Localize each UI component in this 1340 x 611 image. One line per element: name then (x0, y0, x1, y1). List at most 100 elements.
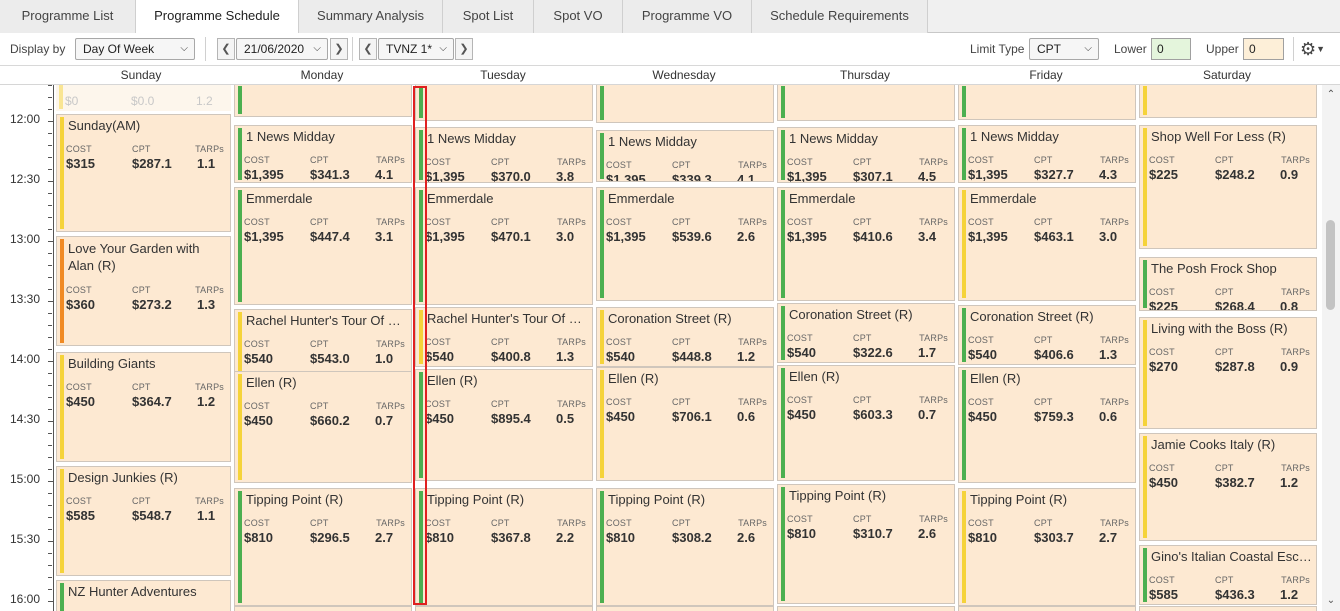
programme-block-partial[interactable] (1139, 85, 1317, 118)
tarps-value: 0.7 (375, 413, 394, 428)
programme-title: Living with the Boss (R) (1151, 321, 1288, 336)
tab-spot-vo[interactable]: Spot VO (534, 0, 623, 33)
channel-select[interactable]: TVNZ 1* ⌵ (378, 38, 454, 60)
programme-block[interactable]: Living with the Boss (R) COST $270 CPT $287.… (1139, 317, 1317, 429)
programme-block[interactable]: Ellen (R) COST $450 CPT $706.1 TARPs 0.6 (596, 367, 774, 481)
scroll-thumb[interactable] (1326, 220, 1335, 310)
programme-block[interactable]: Gino's Italian Coastal Esca... COST $585 CP… (1139, 545, 1317, 605)
partial-tarps-value: 1.2 (196, 94, 213, 108)
lower-input[interactable]: 0 (1151, 38, 1191, 60)
programme-block[interactable]: Emmerdale COST $1,395 CPT $470.1 TARPs 3.0 (415, 187, 593, 305)
programme-block-partial[interactable] (958, 85, 1136, 120)
programme-block-partial[interactable] (415, 85, 593, 121)
cost-value: $585 (66, 508, 95, 523)
programme-block[interactable]: NZ Hunter Adventures (56, 580, 231, 611)
programme-title: Building Giants (68, 356, 156, 371)
programme-block[interactable]: Design Junkies (R) COST $585 CPT $548.7 TARPs… (56, 466, 231, 576)
tarps-label: TARPs (919, 333, 948, 343)
programme-block-partial[interactable] (596, 85, 774, 123)
sunday-partial-block[interactable]: $0 $0.0 1.2 (56, 85, 231, 111)
tarps-label: TARPs (557, 399, 586, 409)
programme-block[interactable]: Emmerdale COST $1,395 CPT $410.6 TARPs 3.4 (777, 187, 955, 301)
programme-block[interactable]: Emmerdale COST $1,395 CPT $447.4 TARPs 3.1 (234, 187, 412, 305)
display-by-select[interactable]: Day Of Week ⌵ (75, 38, 195, 60)
programme-block-partial[interactable] (958, 606, 1136, 611)
cost-value: $450 (425, 411, 454, 426)
prev-date-button[interactable]: ❮ (217, 38, 235, 60)
programme-block[interactable]: Tipping Point (R) COST $810 CPT $303.7 TARPs 2… (958, 488, 1136, 606)
time-tick (48, 505, 52, 506)
programme-block[interactable]: Emmerdale COST $1,395 CPT $463.1 TARPs 3.0 (958, 187, 1136, 301)
cpt-label: CPT (132, 496, 151, 506)
programme-block[interactable]: 1 News Midday COST $1,395 CPT $341.3 TARPs 4.1 (234, 125, 412, 183)
time-tick (48, 517, 52, 518)
programme-block[interactable]: Coronation Street (R) COST $540 CPT $448.8 TA… (596, 307, 774, 367)
upper-input[interactable]: 0 (1243, 38, 1284, 60)
tab-programme-vo[interactable]: Programme VO (623, 0, 752, 33)
programme-block[interactable]: 1 News Midday COST $1,395 CPT $327.7 TARPs 4.3 (958, 125, 1136, 183)
programme-block[interactable]: Coronation Street (R) COST $540 CPT $322.6 TA… (777, 303, 955, 363)
programme-block-partial[interactable] (234, 85, 412, 117)
programme-block[interactable]: Tipping Point (R) COST $810 CPT $296.5 TARPs 2… (234, 488, 412, 606)
programme-block[interactable]: Tipping Point (R) COST $810 CPT $310.7 TARPs 2… (777, 484, 955, 604)
programme-block[interactable]: Building Giants COST $450 CPT $364.7 TARPs 1.2 (56, 352, 231, 462)
status-stripe (419, 190, 423, 302)
programme-block-partial[interactable] (415, 606, 593, 611)
cost-label: COST (244, 217, 270, 227)
next-channel-button[interactable]: ❯ (455, 38, 473, 60)
time-tick (48, 421, 54, 422)
programme-block[interactable]: Ellen (R) COST $450 CPT $759.3 TARPs 0.6 (958, 367, 1136, 483)
programme-block[interactable]: Love Your Garden with Alan (R) COST $360 CP… (56, 236, 231, 346)
date-picker[interactable]: 21/06/2020 ⌵ (236, 38, 328, 60)
tab-spot-list[interactable]: Spot List (443, 0, 534, 33)
settings-button[interactable]: ⚙▼ (1300, 37, 1334, 61)
programme-block[interactable]: Ellen (R) COST $450 CPT $895.4 TARPs 0.5 (415, 369, 593, 481)
programme-block[interactable]: Tipping Point (R) COST $810 CPT $367.8 TARPs 2… (415, 488, 593, 606)
programme-block[interactable]: Ellen (R) COST $450 CPT $660.2 TARPs 0.7 (234, 371, 412, 483)
programme-block[interactable]: 1 News Midday COST $1,395 CPT $370.0 TARPs 3.8 (415, 127, 593, 183)
programme-block[interactable]: Jamie Cooks Italy (R) COST $450 CPT $382.7 TA… (1139, 433, 1317, 541)
programme-block[interactable]: Coronation Street (R) COST $540 CPT $406.6 TA… (958, 305, 1136, 365)
programme-block-partial[interactable] (777, 606, 955, 611)
tarps-label: TARPs (1100, 335, 1129, 345)
tarps-label: TARPs (738, 397, 767, 407)
programme-block[interactable]: Ellen (R) COST $450 CPT $603.3 TARPs 0.7 (777, 365, 955, 481)
programme-block[interactable]: Emmerdale COST $1,395 CPT $539.6 TARPs 2.6 (596, 187, 774, 301)
programme-block-partial[interactable] (1139, 606, 1317, 611)
scroll-up-icon[interactable]: ⌃ (1326, 89, 1336, 100)
time-tick (48, 253, 52, 254)
tarps-label: TARPs (738, 217, 767, 227)
programme-block[interactable]: Shop Well For Less (R) COST $225 CPT $248.2 T… (1139, 125, 1317, 249)
tarps-value: 1.2 (1280, 475, 1299, 490)
tab-programme-schedule[interactable]: Programme Schedule (135, 0, 299, 34)
programme-block-partial[interactable] (596, 606, 774, 611)
time-label: 12:30 (10, 172, 41, 186)
tab-programme-list[interactable]: Programme List (0, 0, 136, 33)
tarps-value: 3.1 (375, 229, 394, 244)
status-stripe (60, 239, 64, 343)
tarps-label: TARPs (195, 285, 224, 295)
tab-summary-analysis[interactable]: Summary Analysis (299, 0, 443, 33)
programme-block[interactable]: 1 News Midday COST $1,395 CPT $307.1 TARPs 4.5 (777, 127, 955, 183)
programme-title: Ellen (R) (789, 369, 840, 384)
programme-title: Coronation Street (R) (970, 309, 1094, 324)
vertical-scrollbar[interactable]: ⌃ ⌄ (1322, 85, 1340, 611)
time-tick (48, 541, 54, 542)
programme-block[interactable]: 1 News Midday COST $1,395 CPT $339.3 TARPs 4.1 (596, 130, 774, 182)
next-date-button[interactable]: ❯ (330, 38, 348, 60)
programme-block[interactable]: The Posh Frock Shop COST $225 CPT $268.4 TARP… (1139, 257, 1317, 311)
prev-channel-button[interactable]: ❮ (359, 38, 377, 60)
scroll-down-icon[interactable]: ⌄ (1326, 595, 1336, 606)
programme-block[interactable]: Tipping Point (R) COST $810 CPT $308.2 TARPs 2… (596, 488, 774, 606)
programme-title: Tipping Point (R) (789, 488, 887, 503)
programme-block[interactable]: Sunday(AM) COST $315 CPT $287.1 TARPs 1.1 (56, 114, 231, 232)
cpt-label: CPT (672, 217, 691, 227)
tab-schedule-requirements[interactable]: Schedule Requirements (752, 0, 928, 33)
programme-block-partial[interactable] (234, 606, 412, 611)
chevron-down-icon: ⌵ (439, 43, 447, 54)
tarps-label: TARPs (1281, 287, 1310, 297)
programme-block-partial[interactable] (777, 85, 955, 121)
cost-value: $1,395 (968, 167, 1008, 182)
programme-block[interactable]: Rachel Hunter's Tour Of B... COST $540 CPT $… (415, 307, 593, 367)
limit-type-select[interactable]: CPT ⌵ (1029, 38, 1099, 60)
